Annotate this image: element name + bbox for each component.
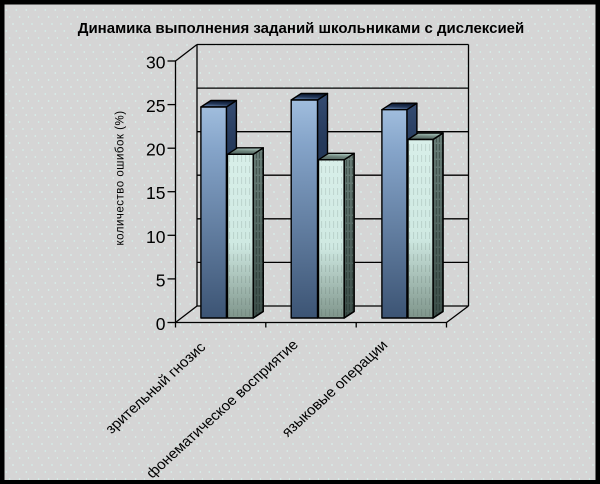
svg-text:5: 5 bbox=[156, 270, 166, 290]
svg-text:0: 0 bbox=[156, 314, 166, 334]
svg-text:20: 20 bbox=[146, 140, 166, 160]
svg-text:10: 10 bbox=[146, 227, 166, 247]
svg-text:25: 25 bbox=[146, 96, 165, 116]
svg-text:Динамика выполнения заданий шк: Динамика выполнения заданий школьниками … bbox=[78, 20, 524, 37]
svg-text:количество ошибок (%): количество ошибок (%) bbox=[115, 110, 127, 245]
svg-text:30: 30 bbox=[146, 53, 166, 73]
svg-text:15: 15 bbox=[146, 183, 165, 203]
